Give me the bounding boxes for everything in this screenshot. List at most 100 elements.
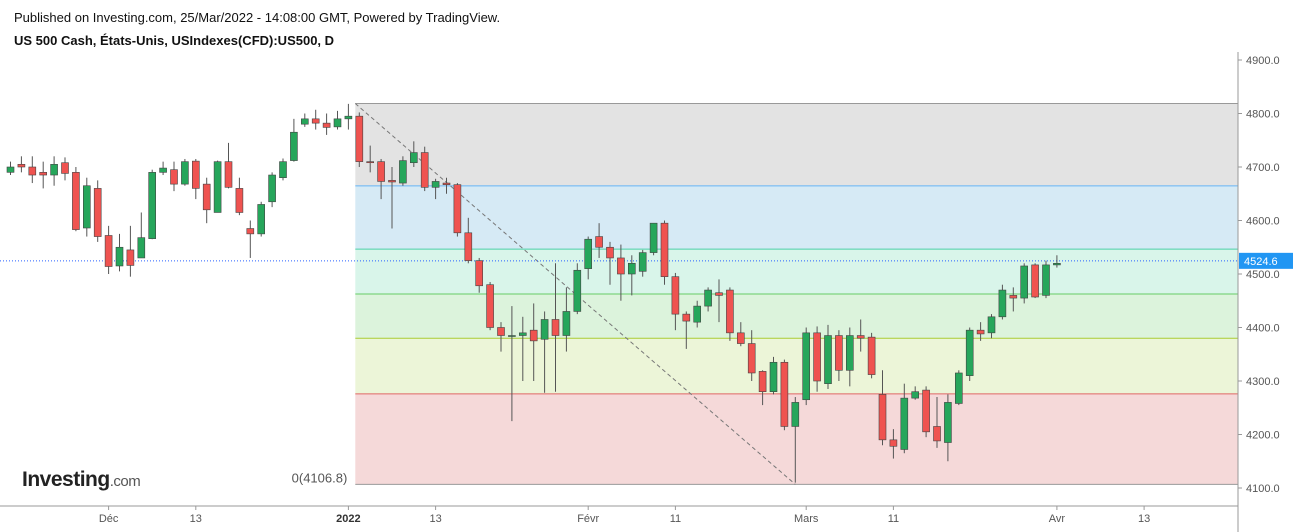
logo-brand: Investing (22, 468, 110, 491)
x-tick-label: 11 (670, 513, 681, 525)
candle-body (551, 319, 560, 336)
candle-body (39, 172, 48, 176)
y-tick-label: 4100.0 (1246, 483, 1280, 495)
y-tick-label: 4400.0 (1246, 323, 1280, 335)
last-price-tag (1239, 252, 1293, 269)
candle-body (726, 289, 734, 334)
candle-body (290, 131, 298, 161)
candle-body (246, 228, 255, 235)
candle-body (638, 252, 647, 272)
candle-body (366, 161, 375, 164)
fib-zone (355, 185, 1238, 250)
fib-zone (355, 249, 1238, 294)
x-tick-label: 13 (190, 513, 202, 525)
candle-body (922, 389, 930, 433)
candle-body (497, 327, 505, 336)
candle-body (181, 161, 189, 185)
candle-body (28, 166, 37, 176)
candle-body (61, 162, 69, 174)
candle-body (126, 249, 135, 266)
candle-body (235, 188, 244, 213)
candle-body (213, 161, 222, 213)
y-tick-label: 4500.0 (1246, 269, 1280, 281)
candle-body (431, 181, 440, 188)
candle-body (856, 335, 865, 339)
candle-body (17, 164, 26, 168)
candle-body (344, 115, 353, 120)
fib-zone (355, 103, 1238, 186)
candle-body (137, 237, 146, 259)
x-tick-label: Déc (99, 513, 119, 525)
x-tick-label: 2022 (336, 513, 360, 525)
candle-body (104, 235, 113, 267)
y-tick-label: 4600.0 (1246, 216, 1280, 228)
candle-body (976, 329, 985, 335)
candle-body (704, 289, 712, 307)
x-tick-label: Mars (794, 513, 819, 525)
candle-body (300, 118, 309, 125)
candle-body (769, 361, 778, 392)
candle-body (606, 246, 614, 259)
candle-body (780, 361, 789, 427)
candle-body (813, 332, 821, 382)
fibonacci-retracement: 0(4106.8) (292, 103, 1238, 485)
candle-body (540, 319, 549, 340)
candle-body (170, 169, 178, 185)
symbol-title: US 500 Cash, États-Unis, USIndexes(CFD):… (14, 33, 335, 48)
candle-body (50, 164, 58, 176)
candle-body (758, 371, 767, 392)
candle-body (72, 172, 80, 230)
candle-body (954, 372, 963, 404)
candle-body (268, 174, 276, 203)
candle-body (845, 335, 854, 371)
candle-body (475, 260, 484, 287)
candle-body (933, 426, 941, 442)
candle-body (824, 335, 832, 384)
candle-body (115, 246, 124, 267)
y-tick-label: 4300.0 (1246, 376, 1280, 388)
y-tick-label: 4800.0 (1246, 109, 1280, 121)
candle-body (93, 188, 102, 237)
fib-zone (355, 338, 1238, 394)
candle-body (508, 335, 516, 337)
candle-body (671, 276, 680, 315)
candle-body (682, 313, 691, 322)
candle-body (257, 204, 266, 235)
candle-body (1031, 264, 1039, 298)
candle-body (998, 289, 1007, 318)
candle-body (649, 222, 658, 253)
x-tick-label: Févr (577, 513, 599, 525)
candle-body (802, 332, 811, 401)
x-tick-label: 13 (1138, 513, 1150, 525)
candle-body (453, 184, 462, 234)
fib-low-label: 0(4106.8) (292, 470, 348, 485)
axes: 4100.0 4200.0 4300.0 4400.0 4500.0 4600.0 4700… (0, 52, 1293, 532)
investing-logo: Investing.com (22, 468, 141, 492)
candle-body (322, 122, 331, 128)
candle-body (1053, 262, 1061, 266)
candles (6, 103, 1061, 483)
logo-suffix: .com (109, 473, 141, 490)
candle-body (944, 402, 952, 443)
candle-body (1042, 264, 1050, 296)
published-caption: Published on Investing.com, 25/Mar/2022 … (14, 10, 501, 25)
candle-body (715, 292, 723, 296)
candle-body (192, 160, 200, 189)
candle-body (617, 257, 625, 275)
candle-body (159, 167, 167, 173)
candle-body (584, 238, 593, 269)
candle-body (377, 161, 385, 182)
y-tick-label: 4700.0 (1246, 162, 1280, 174)
candle-body (6, 166, 15, 173)
candle-body (987, 316, 996, 334)
candle-body (889, 439, 898, 447)
candle-body (486, 284, 494, 328)
candle-body (965, 329, 974, 376)
candle-body (529, 329, 538, 342)
x-tick-label: Avr (1049, 513, 1066, 525)
candle-body (867, 336, 876, 375)
candle-body (900, 397, 909, 450)
candle-body (835, 335, 843, 371)
candle-body (464, 232, 473, 261)
